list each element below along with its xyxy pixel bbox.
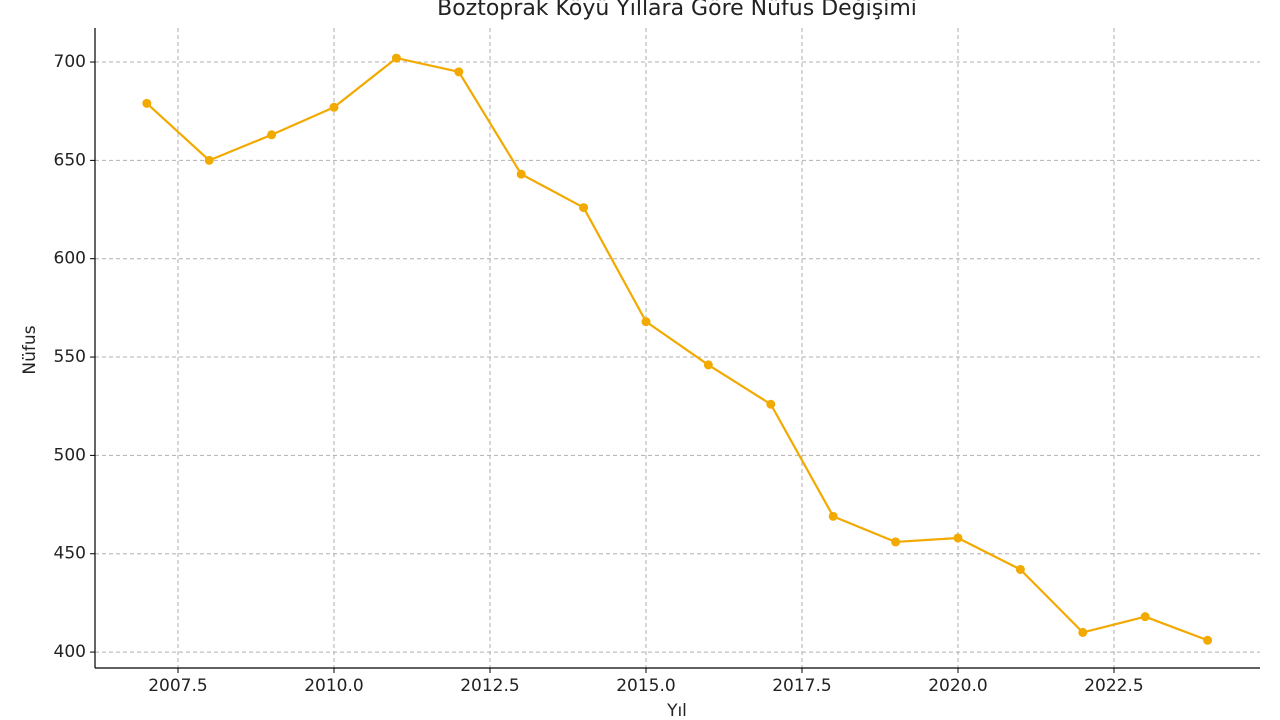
data-point <box>329 102 339 112</box>
data-point <box>828 511 838 521</box>
x-tick-label: 2010.0 <box>304 676 363 696</box>
chart-title: Boztoprak Köyü Yıllara Göre Nüfus Değişi… <box>437 0 917 21</box>
data-point <box>267 130 277 140</box>
data-point <box>142 98 152 108</box>
x-tick-label: 2015.0 <box>616 676 675 696</box>
data-point <box>204 155 214 165</box>
data-point <box>703 360 713 370</box>
data-point <box>1140 612 1150 622</box>
data-point <box>1203 635 1213 645</box>
y-tick-label: 700 <box>54 52 86 72</box>
data-point <box>766 399 776 409</box>
data-point <box>454 67 464 77</box>
data-point <box>391 53 401 63</box>
x-tick-label: 2017.5 <box>772 676 831 696</box>
data-point <box>579 203 589 213</box>
y-tick-label: 550 <box>54 347 86 367</box>
x-axis-label: Yıl <box>666 701 687 720</box>
data-point <box>1015 564 1025 574</box>
data-point <box>953 533 963 543</box>
y-axis-label: Nüfus <box>20 325 40 374</box>
x-tick-label: 2007.5 <box>148 676 207 696</box>
line <box>146 56 1208 642</box>
x-tick-label: 2020.0 <box>928 676 987 696</box>
y-tick-label: 400 <box>54 642 86 662</box>
data-point <box>516 169 526 179</box>
x-tick-label: 2012.5 <box>460 676 519 696</box>
data-point <box>641 317 651 327</box>
data-point <box>891 537 901 547</box>
y-tick-label: 500 <box>54 445 86 465</box>
y-tick-label: 450 <box>54 544 86 564</box>
x-tick-label: 2022.5 <box>1084 676 1143 696</box>
y-tick-label: 650 <box>54 150 86 170</box>
data-point <box>1078 627 1088 637</box>
y-tick-label: 600 <box>54 249 86 269</box>
